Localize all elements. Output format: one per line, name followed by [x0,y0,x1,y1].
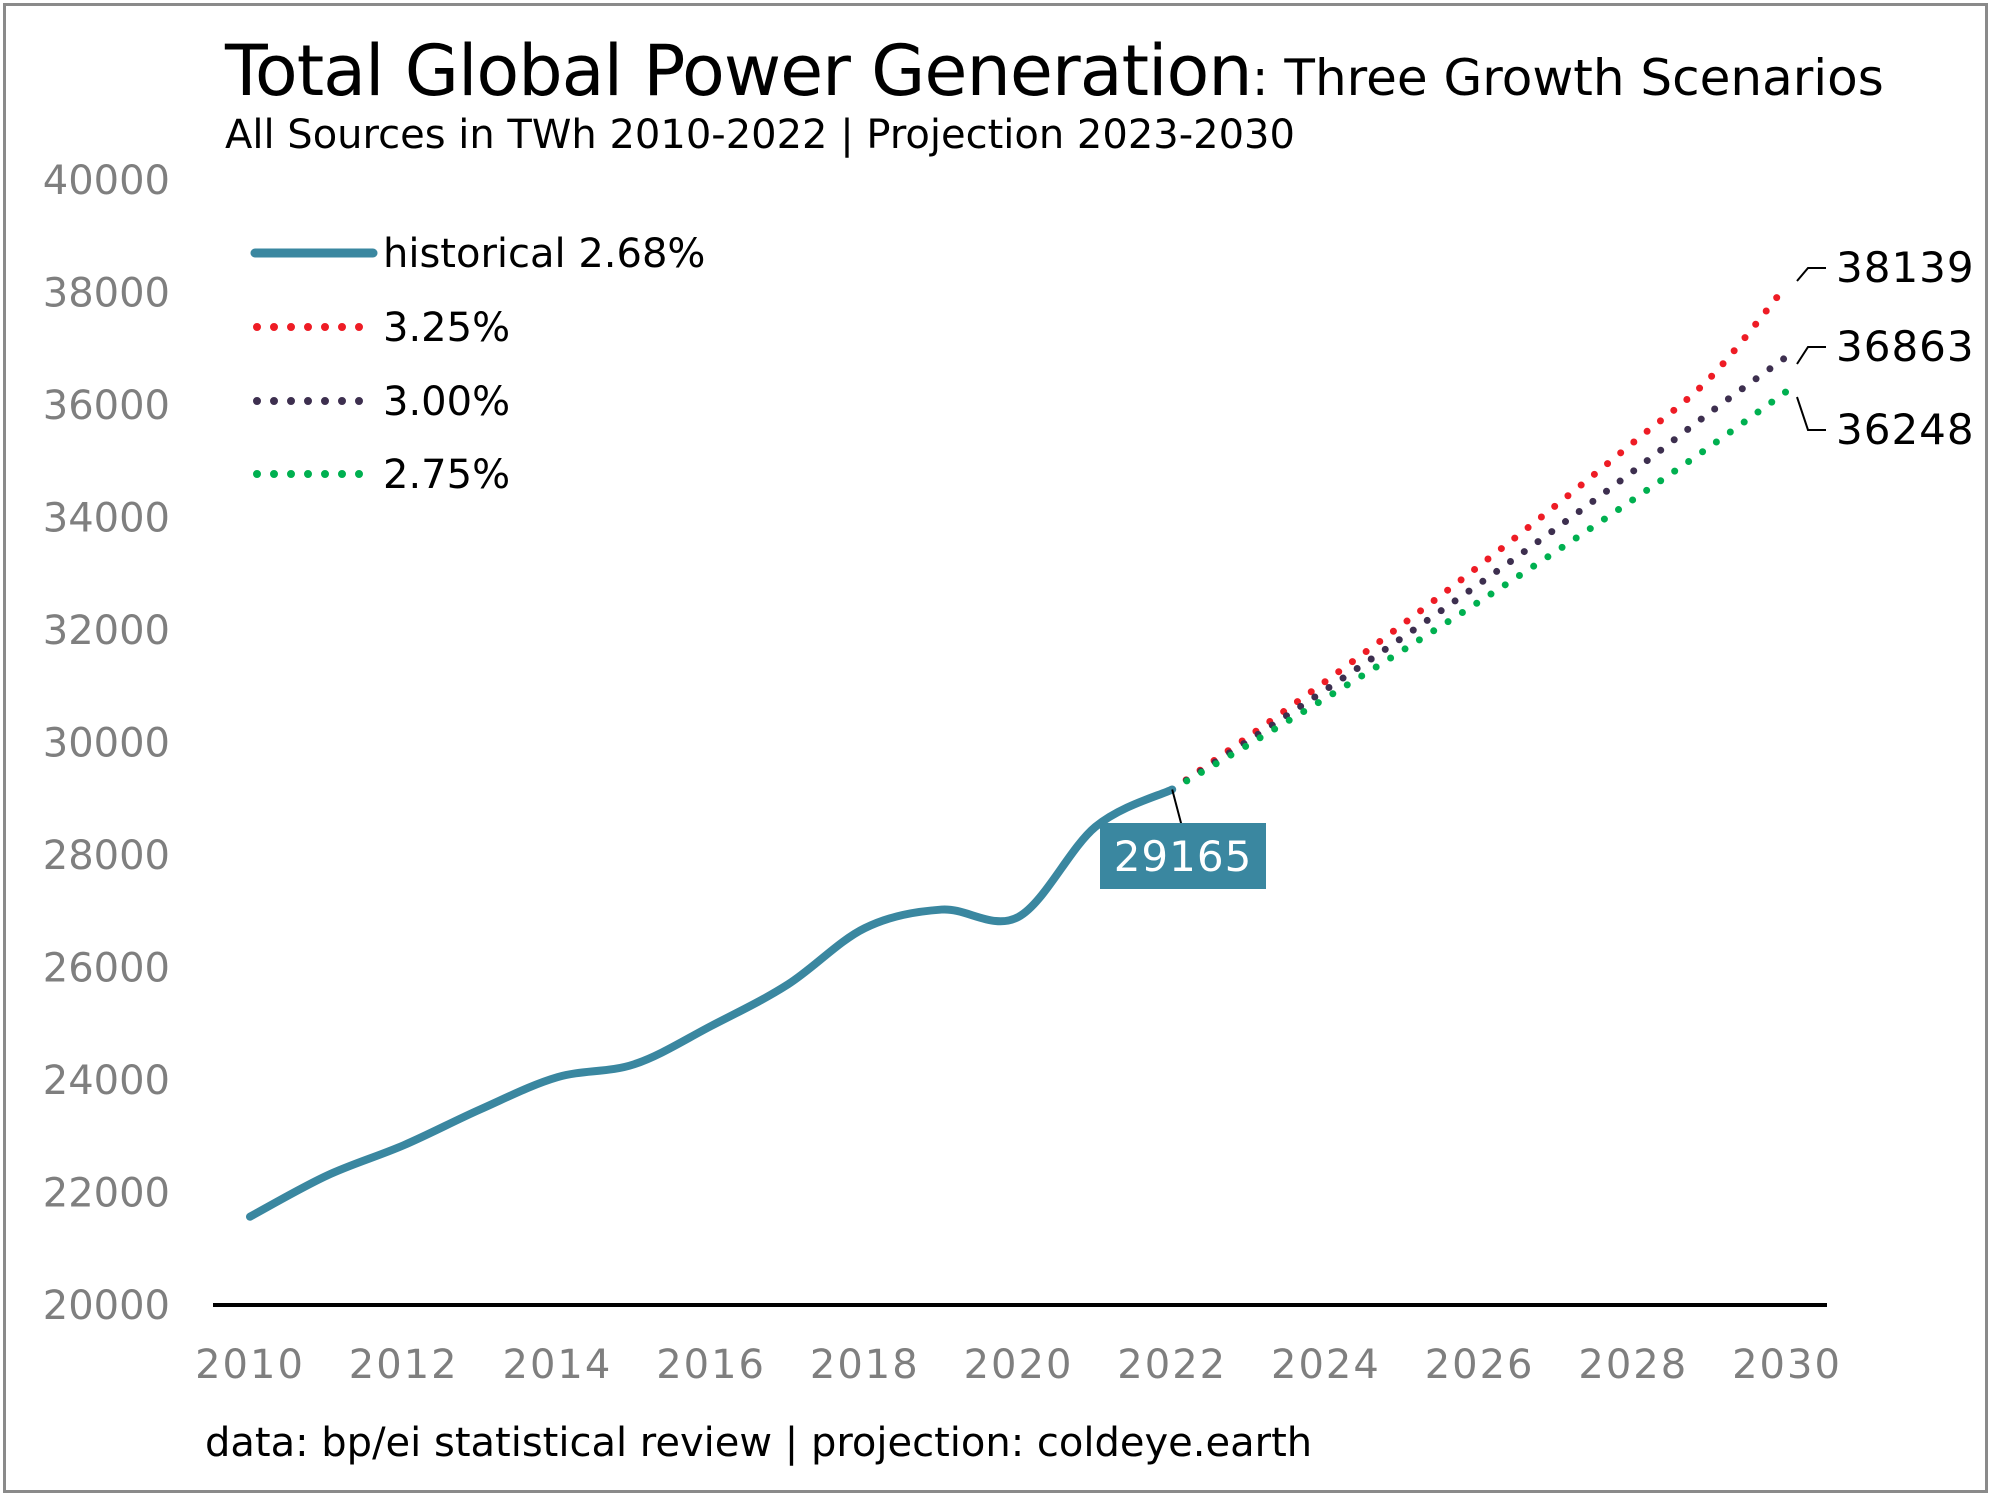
end-label-leader [1796,346,1826,365]
x-tick-label: 2020 [964,1342,1074,1388]
series-line-2-75 [1168,387,1791,793]
end-label-leader [1796,396,1826,431]
x-tick-label: 2012 [349,1342,459,1388]
y-tick-label: 40000 [43,158,170,204]
y-tick-label: 38000 [43,271,170,317]
x-tick-label: 2024 [1271,1342,1381,1388]
series-line-3-25 [1168,281,1791,793]
chart-title-sub: : Three Growth Scenarios [1251,49,1884,107]
end-label: 36248 [1836,405,1975,454]
x-tick-label: 2028 [1578,1342,1688,1388]
x-tick-label: 2030 [1732,1342,1842,1388]
legend-label-3-25: 3.25% [383,305,510,351]
y-tick-label: 28000 [43,833,170,879]
x-tick-label: 2016 [656,1342,766,1388]
x-tick-label: 2022 [1117,1342,1227,1388]
y-tick-label: 32000 [43,608,170,654]
series-line-3-00 [1168,352,1791,793]
legend-label-historical-2-68: historical 2.68% [383,231,705,277]
legend-label-3-00: 3.00% [383,379,510,425]
y-tick-label: 34000 [43,496,170,542]
y-tick-label: 36000 [43,383,170,429]
x-tick-label: 2018 [810,1342,920,1388]
x-tick-label: 2026 [1425,1342,1535,1388]
chart-title: Total Global Power Generation: Three Gro… [225,30,1884,112]
chart-title-main: Total Global Power Generation [225,30,1253,112]
y-tick-label: 22000 [43,1171,170,1217]
callout-box [1100,823,1266,889]
series-line-historical-2-68 [246,785,1177,1221]
y-tick-label: 24000 [43,1058,170,1104]
end-label: 38139 [1836,243,1975,292]
x-tick-label: 2014 [503,1342,613,1388]
legend-label-2-75: 2.75% [383,452,510,498]
callout-label: 29165 [1114,832,1253,881]
callout-leader [1171,789,1184,828]
end-label-leader [1796,267,1826,282]
chart-subtitle: All Sources in TWh 2010-2022 | Projectio… [225,112,1295,158]
y-tick-label: 30000 [43,721,170,767]
end-label: 36863 [1836,322,1975,371]
y-tick-label: 20000 [43,1283,170,1329]
chart-footer: data: bp/ei statistical review | project… [205,1420,1313,1466]
y-tick-label: 26000 [43,946,170,992]
x-tick-label: 2010 [195,1342,305,1388]
